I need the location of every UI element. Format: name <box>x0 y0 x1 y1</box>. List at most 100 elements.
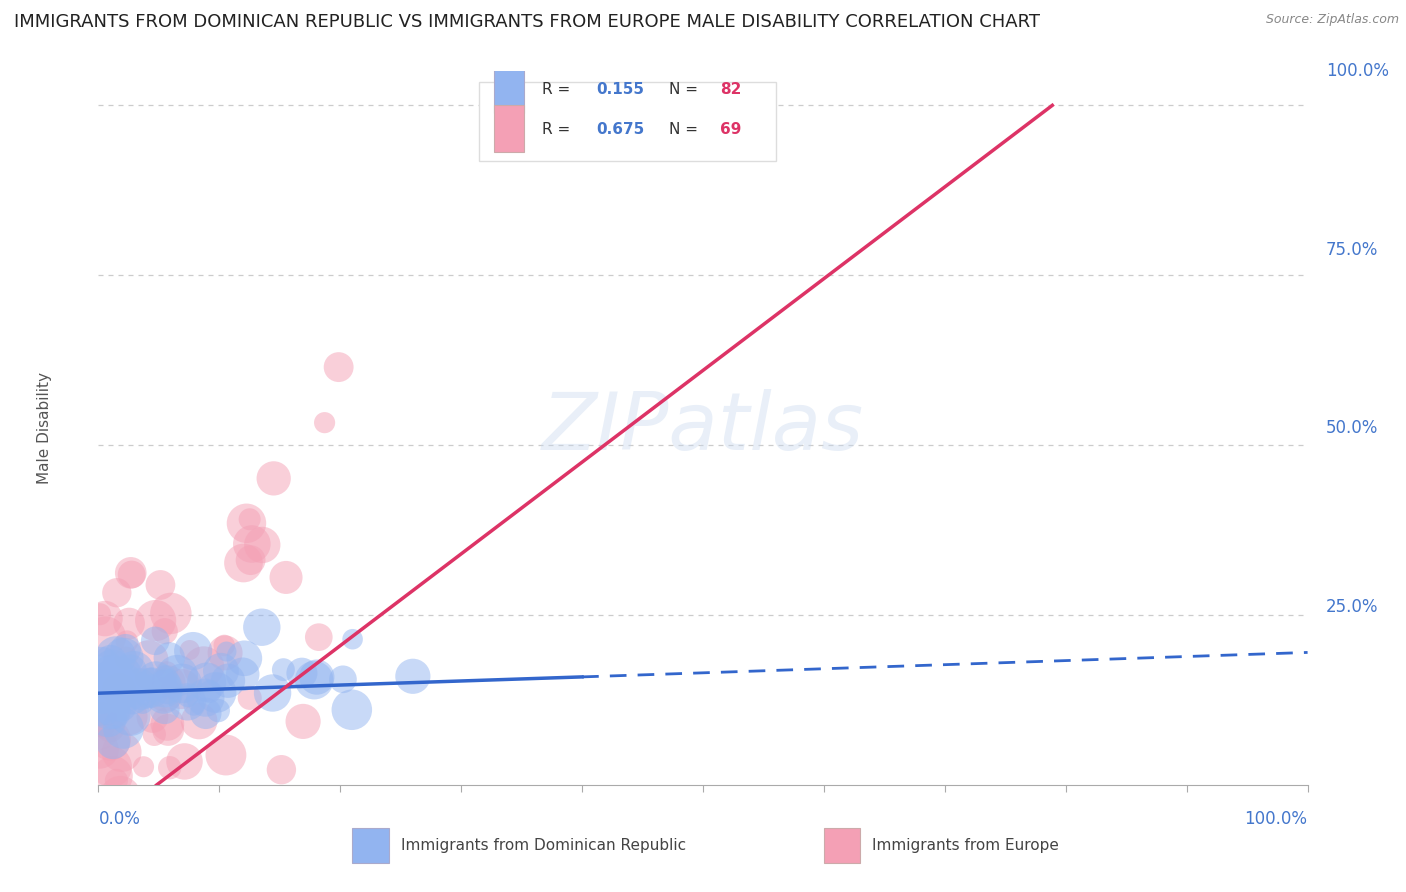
Point <box>121 690 143 705</box>
Point <box>110 699 132 714</box>
Point <box>115 665 138 680</box>
Point <box>90 690 112 704</box>
Point <box>292 714 315 729</box>
Point <box>143 727 166 741</box>
Point <box>111 669 134 683</box>
Point <box>97 711 120 725</box>
Point <box>94 611 117 625</box>
Point <box>250 620 273 634</box>
Text: N =: N = <box>669 121 703 136</box>
Point <box>160 607 183 621</box>
Text: IMMIGRANTS FROM DOMINICAN REPUBLIC VS IMMIGRANTS FROM EUROPE MALE DISABILITY COR: IMMIGRANTS FROM DOMINICAN REPUBLIC VS IM… <box>14 13 1040 31</box>
Point <box>100 665 122 680</box>
Point <box>112 722 135 736</box>
Text: R =: R = <box>543 82 575 97</box>
Point <box>120 566 142 580</box>
Point <box>235 516 257 531</box>
Point <box>402 669 425 683</box>
Point <box>156 682 179 697</box>
Point <box>100 839 122 854</box>
Point <box>207 704 229 718</box>
Point <box>132 760 155 774</box>
Point <box>159 761 181 775</box>
Point <box>209 664 232 678</box>
Point <box>103 663 125 677</box>
Point <box>89 724 111 739</box>
Point <box>110 745 132 759</box>
Point <box>128 678 150 692</box>
Point <box>314 416 336 430</box>
Point <box>305 670 328 684</box>
Point <box>193 660 215 674</box>
Point <box>308 630 330 644</box>
Point <box>101 662 124 676</box>
Point <box>153 702 176 716</box>
Text: ZIPatlas: ZIPatlas <box>541 389 865 467</box>
Point <box>141 675 163 690</box>
Point <box>157 675 180 690</box>
Point <box>181 644 204 658</box>
Point <box>89 742 111 756</box>
Point <box>291 666 314 681</box>
Point <box>98 702 121 716</box>
Point <box>215 747 238 762</box>
Point <box>93 681 115 695</box>
Point <box>112 800 135 814</box>
Point <box>263 471 285 485</box>
Text: 25.0%: 25.0% <box>1326 598 1378 615</box>
Point <box>239 512 262 526</box>
Text: R =: R = <box>543 121 575 136</box>
Point <box>129 684 152 698</box>
Point <box>179 643 201 657</box>
Point <box>105 833 128 847</box>
Text: 0.675: 0.675 <box>596 121 645 136</box>
Bar <box>479 82 776 161</box>
Point <box>239 553 262 567</box>
Point <box>90 672 112 686</box>
Point <box>94 630 117 644</box>
Point <box>145 614 167 628</box>
Point <box>153 624 176 639</box>
Point <box>194 690 217 705</box>
Point <box>232 556 254 570</box>
Point <box>105 585 128 599</box>
Point <box>212 639 235 653</box>
Point <box>110 789 132 804</box>
Point <box>93 718 115 732</box>
Point <box>143 633 166 648</box>
Bar <box>353 828 388 863</box>
Point <box>89 607 111 622</box>
Point <box>96 707 118 722</box>
Point <box>120 664 142 678</box>
Point <box>156 717 179 731</box>
Point <box>89 705 111 719</box>
Point <box>124 822 146 837</box>
Point <box>173 813 195 827</box>
Bar <box>494 105 524 152</box>
Point <box>94 720 117 734</box>
Point <box>108 683 131 698</box>
Point <box>115 634 138 648</box>
Point <box>188 714 211 728</box>
Point <box>232 667 254 681</box>
Point <box>139 672 162 686</box>
Point <box>156 665 179 680</box>
Text: N =: N = <box>669 82 703 97</box>
Point <box>183 698 205 713</box>
Point <box>101 735 124 749</box>
Point <box>157 723 180 737</box>
Point <box>240 537 263 551</box>
Point <box>177 690 200 704</box>
Point <box>332 673 354 687</box>
Text: 0.155: 0.155 <box>596 82 644 97</box>
Point <box>131 696 153 710</box>
Point <box>170 676 193 690</box>
Point <box>98 732 121 747</box>
Text: 0.0%: 0.0% <box>98 810 141 828</box>
Point <box>170 681 193 696</box>
Point <box>120 709 142 723</box>
Point <box>89 712 111 726</box>
Point <box>104 800 127 814</box>
Point <box>93 689 115 703</box>
Point <box>114 674 136 689</box>
